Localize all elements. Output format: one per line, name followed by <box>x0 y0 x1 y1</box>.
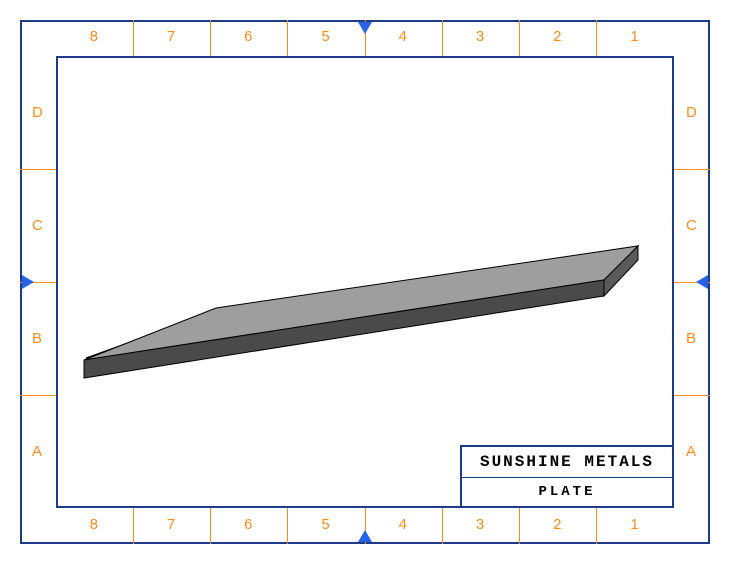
row-label: B <box>686 330 696 347</box>
col-label: 4 <box>399 516 407 533</box>
col-label: 8 <box>90 28 98 45</box>
row-label: C <box>686 217 697 234</box>
col-label: 2 <box>553 516 561 533</box>
col-label: 7 <box>167 28 175 45</box>
col-label: 3 <box>476 28 484 45</box>
arrow-left-icon <box>22 275 34 289</box>
col-label: 6 <box>244 516 252 533</box>
row-label: D <box>686 104 697 121</box>
col-label: 8 <box>90 516 98 533</box>
row-label: D <box>32 104 43 121</box>
arrow-bottom-icon <box>358 530 372 542</box>
plate-final <box>56 56 674 508</box>
row-label: C <box>32 217 43 234</box>
col-label: 3 <box>476 516 484 533</box>
col-label: 5 <box>321 516 329 533</box>
col-label: 7 <box>167 516 175 533</box>
col-label: 2 <box>553 28 561 45</box>
col-label: 5 <box>321 28 329 45</box>
row-label: A <box>686 443 696 460</box>
arrow-top-icon <box>358 22 372 34</box>
row-label: B <box>32 330 42 347</box>
arrow-right-icon <box>696 275 708 289</box>
col-label: 1 <box>630 28 638 45</box>
row-label: A <box>32 443 42 460</box>
col-label: 6 <box>244 28 252 45</box>
col-label: 4 <box>399 28 407 45</box>
col-label: 1 <box>630 516 638 533</box>
